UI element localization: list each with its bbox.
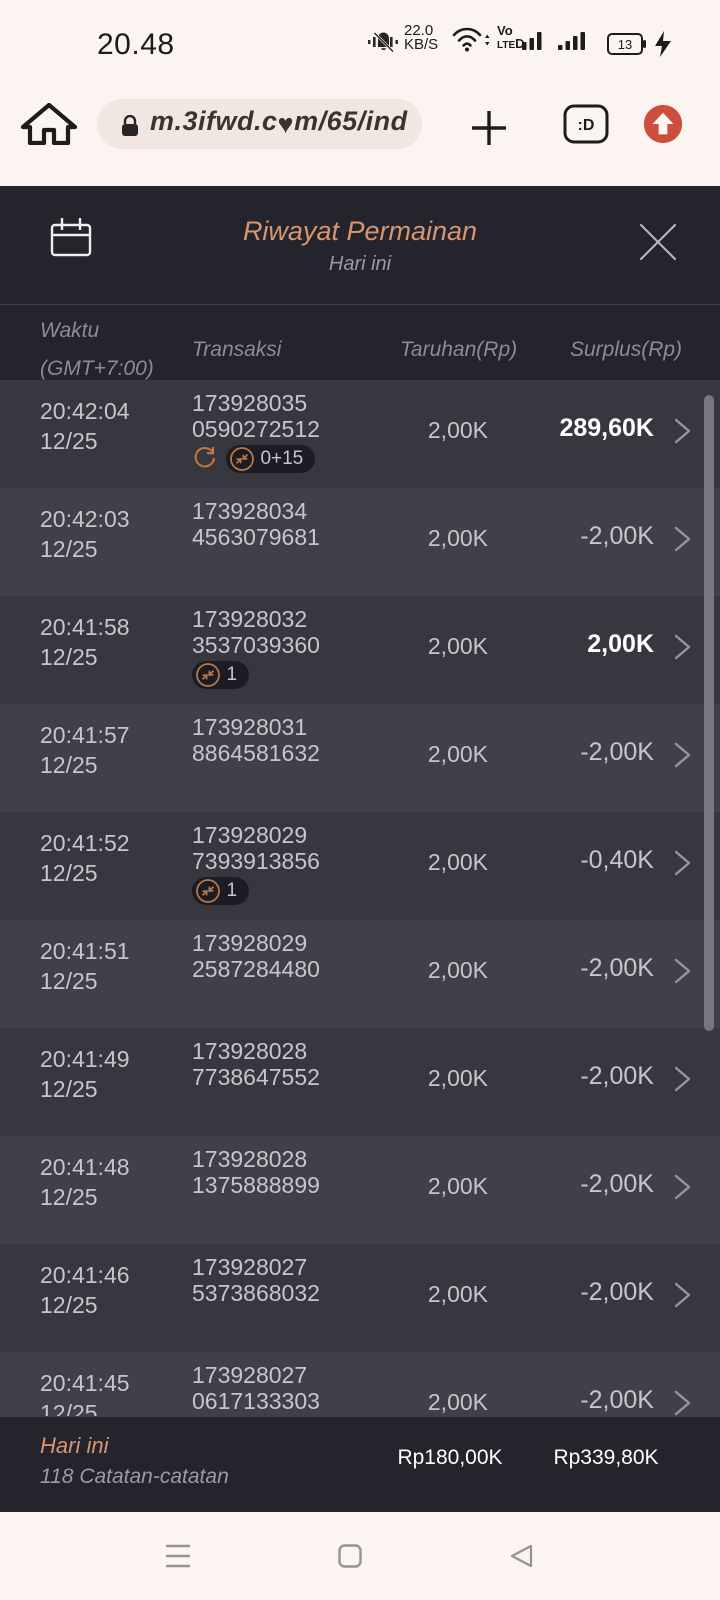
svg-text:13: 13 (618, 37, 632, 52)
svg-text::D: :D (578, 117, 595, 134)
